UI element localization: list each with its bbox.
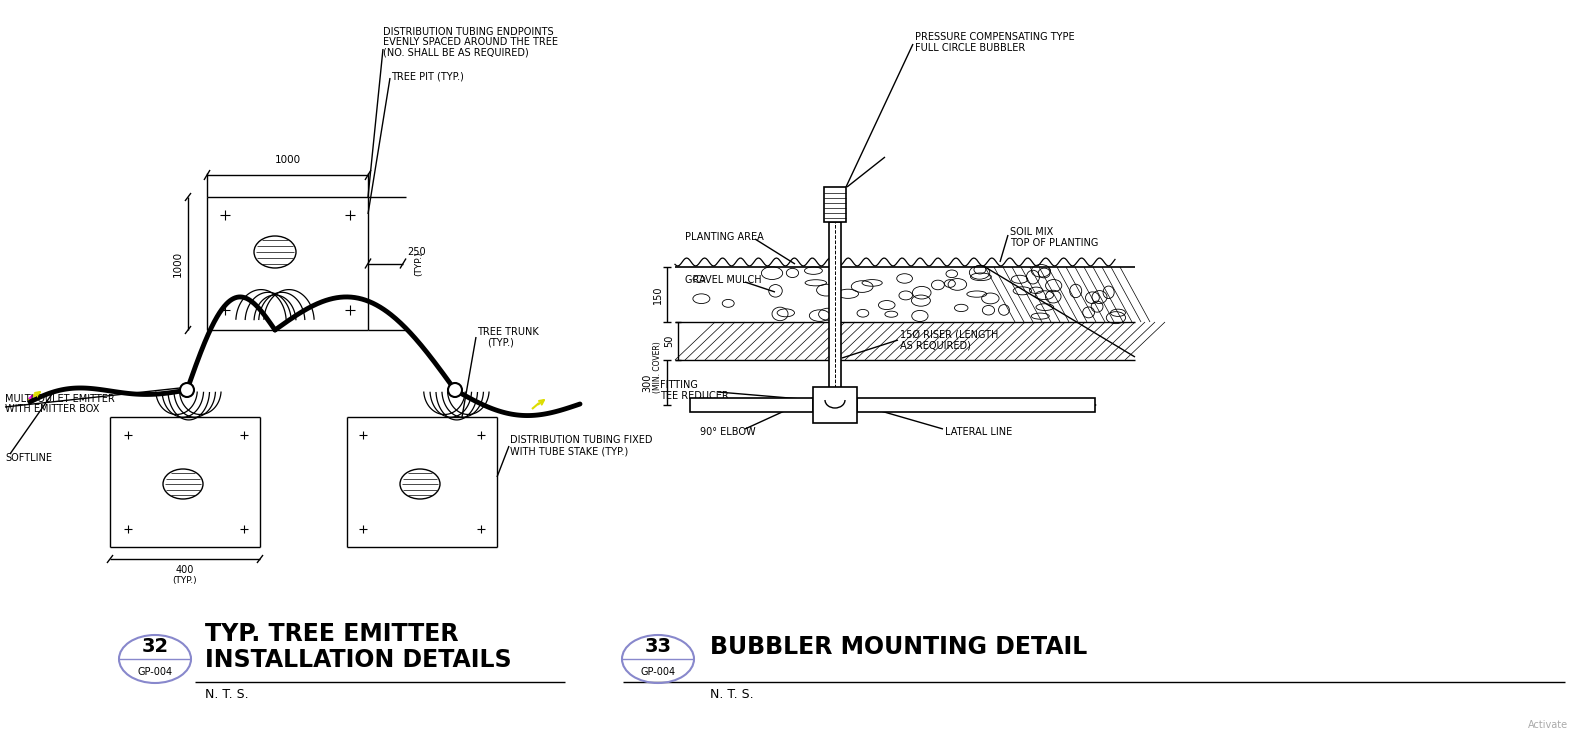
Text: WITH TUBE STAKE (TYP.): WITH TUBE STAKE (TYP.) xyxy=(509,446,628,456)
Text: DISTRIBUTION TUBING FIXED: DISTRIBUTION TUBING FIXED xyxy=(509,435,652,445)
Text: FULL CIRCLE BUBBLER: FULL CIRCLE BUBBLER xyxy=(914,43,1025,53)
Text: N. T. S.: N. T. S. xyxy=(710,688,753,700)
Text: 32: 32 xyxy=(141,637,169,655)
Text: 33: 33 xyxy=(644,637,671,655)
Text: LATERAL LINE: LATERAL LINE xyxy=(944,427,1012,437)
Text: N. T. S.: N. T. S. xyxy=(206,688,248,700)
Text: 150: 150 xyxy=(653,285,663,303)
Text: 15Ø RISER (LENGTH: 15Ø RISER (LENGTH xyxy=(900,329,998,339)
Text: 50: 50 xyxy=(664,335,674,347)
Text: SOIL MIX: SOIL MIX xyxy=(1009,227,1054,237)
Bar xyxy=(690,398,813,412)
Text: TYP. TREE EMITTER: TYP. TREE EMITTER xyxy=(206,622,459,646)
Text: 300: 300 xyxy=(642,373,652,392)
Text: 90° ELBOW: 90° ELBOW xyxy=(699,427,756,437)
Text: PRESSURE COMPENSATING TYPE: PRESSURE COMPENSATING TYPE xyxy=(914,32,1074,42)
Text: (TYP.): (TYP.) xyxy=(487,337,514,347)
Text: EVENLY SPACED AROUND THE TREE: EVENLY SPACED AROUND THE TREE xyxy=(383,37,558,47)
Bar xyxy=(824,187,846,222)
Circle shape xyxy=(448,383,462,397)
Text: GP-004: GP-004 xyxy=(138,667,172,677)
Text: INSTALLATION DETAILS: INSTALLATION DETAILS xyxy=(206,648,511,672)
Text: 1000: 1000 xyxy=(274,155,301,165)
Text: TREE PIT (TYP.): TREE PIT (TYP.) xyxy=(391,71,464,81)
Text: GP-004: GP-004 xyxy=(641,667,676,677)
Text: WITH EMITTER BOX: WITH EMITTER BOX xyxy=(5,404,100,414)
Text: BUBBLER MOUNTING DETAIL: BUBBLER MOUNTING DETAIL xyxy=(710,635,1087,659)
Text: SOFTLINE: SOFTLINE xyxy=(5,453,52,463)
Text: (NO. SHALL BE AS REQUIRED): (NO. SHALL BE AS REQUIRED) xyxy=(383,47,528,57)
Text: (TYP.): (TYP.) xyxy=(172,576,198,585)
Text: 400: 400 xyxy=(176,565,195,575)
Text: MULTI-OULET EMITTER: MULTI-OULET EMITTER xyxy=(5,394,115,404)
Text: (TYP.): (TYP.) xyxy=(414,252,424,276)
Bar xyxy=(857,398,1095,412)
Bar xyxy=(829,222,842,393)
Text: GRAVEL MULCH: GRAVEL MULCH xyxy=(685,275,761,285)
Text: FITTING: FITTING xyxy=(660,380,698,390)
Text: PLANTING AREA: PLANTING AREA xyxy=(685,232,764,242)
Bar xyxy=(813,387,857,423)
Text: TOP OF PLANTING: TOP OF PLANTING xyxy=(1009,238,1098,248)
Text: TREE TRUNK: TREE TRUNK xyxy=(478,327,539,337)
Text: AS REQUIRED): AS REQUIRED) xyxy=(900,340,971,350)
Text: (MIN. COVER): (MIN. COVER) xyxy=(652,341,661,393)
Text: 250: 250 xyxy=(407,246,426,257)
Text: TEE REDUCER: TEE REDUCER xyxy=(660,391,729,401)
Text: DISTRIBUTION TUBING ENDPOINTS: DISTRIBUTION TUBING ENDPOINTS xyxy=(383,27,554,37)
Text: Activate: Activate xyxy=(1528,720,1568,730)
Text: 1000: 1000 xyxy=(172,251,184,277)
Circle shape xyxy=(180,383,195,397)
